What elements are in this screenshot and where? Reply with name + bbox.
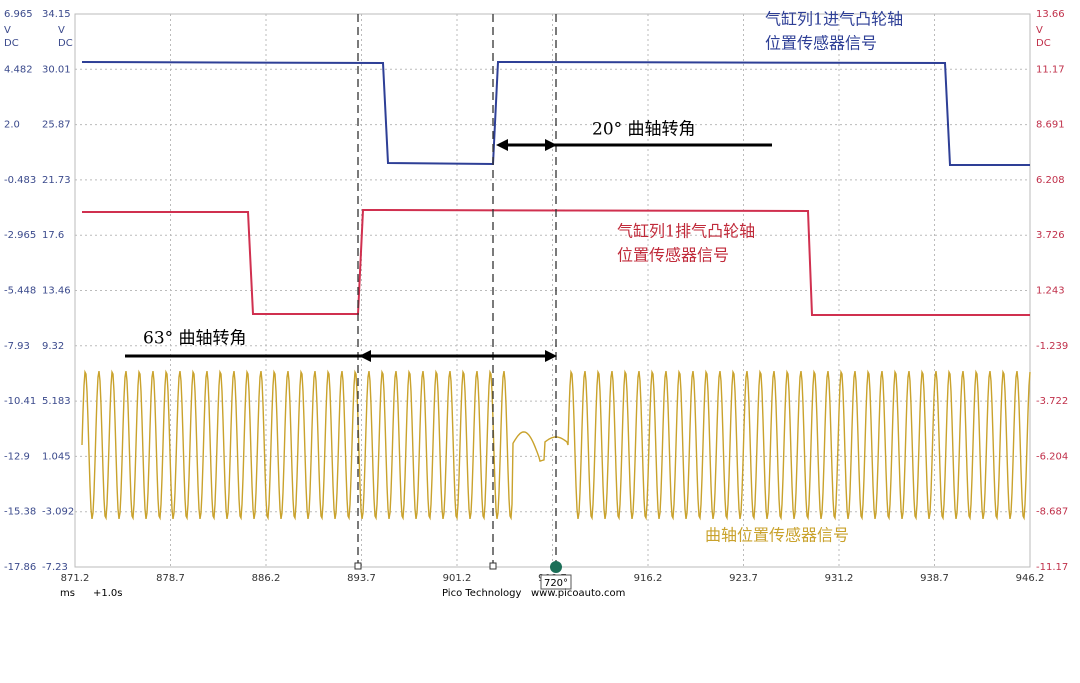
axis-unit: DC <box>58 38 73 49</box>
annotation: 气缸列1排气凸轮轴 <box>617 222 755 241</box>
brand: Pico Technology <box>442 588 521 599</box>
cursor-handle <box>354 562 362 570</box>
y-tick-label: -2.965 <box>4 230 36 241</box>
y-tick-label: -15.38 <box>4 507 36 518</box>
x-tick-label: 886.2 <box>252 573 281 584</box>
y-tick-label: 34.15 <box>42 9 71 20</box>
x-unit: ms <box>60 588 75 599</box>
y-tick-label: -17.86 <box>4 562 36 573</box>
annotation: 位置传感器信号 <box>765 34 877 53</box>
url: www.picoauto.com <box>531 588 625 599</box>
y-tick-label: -6.204 <box>1036 451 1068 462</box>
cursor-handle <box>550 561 562 573</box>
annotation: 曲轴位置传感器信号 <box>705 526 849 545</box>
x-tick-label: 923.7 <box>729 573 758 584</box>
exhaust-cam-signal <box>82 208 1030 316</box>
y-tick-label: 5.183 <box>42 396 71 407</box>
y-tick-label: -11.17 <box>1036 562 1068 573</box>
y-tick-label: -1.239 <box>1036 341 1068 352</box>
annotation: 20° 曲轴转角 <box>592 120 696 140</box>
cursor-handle <box>489 562 497 570</box>
y-tick-label: -7.93 <box>4 341 30 352</box>
cursor-label: 720° <box>544 578 568 589</box>
y-tick-label: 6.965 <box>4 9 33 20</box>
y-tick-label: -12.9 <box>4 451 30 462</box>
y-tick-label: -7.23 <box>42 562 68 573</box>
axis-unit: V <box>1036 25 1043 36</box>
x-tick-label: 893.7 <box>347 573 376 584</box>
y-tick-label: 13.46 <box>42 286 71 297</box>
x-tick-label: 931.2 <box>825 573 854 584</box>
x-offset: +1.0s <box>93 588 123 599</box>
annotation: 气缸列1进气凸轮轴 <box>765 10 903 29</box>
y-tick-label: -3.092 <box>42 507 74 518</box>
axis-unit: DC <box>1036 38 1051 49</box>
y-tick-label: 1.045 <box>42 451 71 462</box>
cursors <box>357 14 557 567</box>
y-tick-label: -3.722 <box>1036 396 1068 407</box>
arrowheads <box>359 139 557 362</box>
y-tick-label: 2.0 <box>4 120 20 131</box>
y-tick-label: 3.726 <box>1036 230 1065 241</box>
y-tick-label: -0.483 <box>4 175 36 186</box>
cursor-label-box <box>540 574 572 590</box>
annotation: 63° 曲轴转角 <box>143 329 247 349</box>
y-tick-label: -10.41 <box>4 396 36 407</box>
y-tick-label: 6.208 <box>1036 175 1065 186</box>
y-tick-label: 11.17 <box>1036 64 1065 75</box>
intake-cam-signal <box>81 60 1030 166</box>
axis-unit: DC <box>4 38 19 49</box>
y-tick-label: -8.687 <box>1036 507 1068 518</box>
y-tick-label: 9.32 <box>42 341 64 352</box>
axis-unit: V <box>4 25 11 36</box>
y-tick-label: 13.66 <box>1036 9 1065 20</box>
x-tick-label: 878.7 <box>156 573 185 584</box>
x-tick-label: 871.2 <box>61 573 90 584</box>
y-tick-label: 21.73 <box>42 175 71 186</box>
y-tick-label: 1.243 <box>1036 286 1065 297</box>
y-tick-label: 17.6 <box>42 230 64 241</box>
x-tick-label: 916.2 <box>634 573 663 584</box>
y-tick-label: 30.01 <box>42 64 71 75</box>
annotation: 位置传感器信号 <box>617 246 729 265</box>
y-tick-label: 8.691 <box>1036 120 1065 131</box>
y-tick-label: -5.448 <box>4 286 36 297</box>
x-tick-label: 946.2 <box>1016 573 1045 584</box>
y-tick-label: 25.87 <box>42 120 71 131</box>
axis-unit: V <box>58 25 65 36</box>
y-tick-label: 4.482 <box>4 64 33 75</box>
x-tick-label: 901.2 <box>443 573 472 584</box>
x-tick-label: 938.7 <box>920 573 949 584</box>
